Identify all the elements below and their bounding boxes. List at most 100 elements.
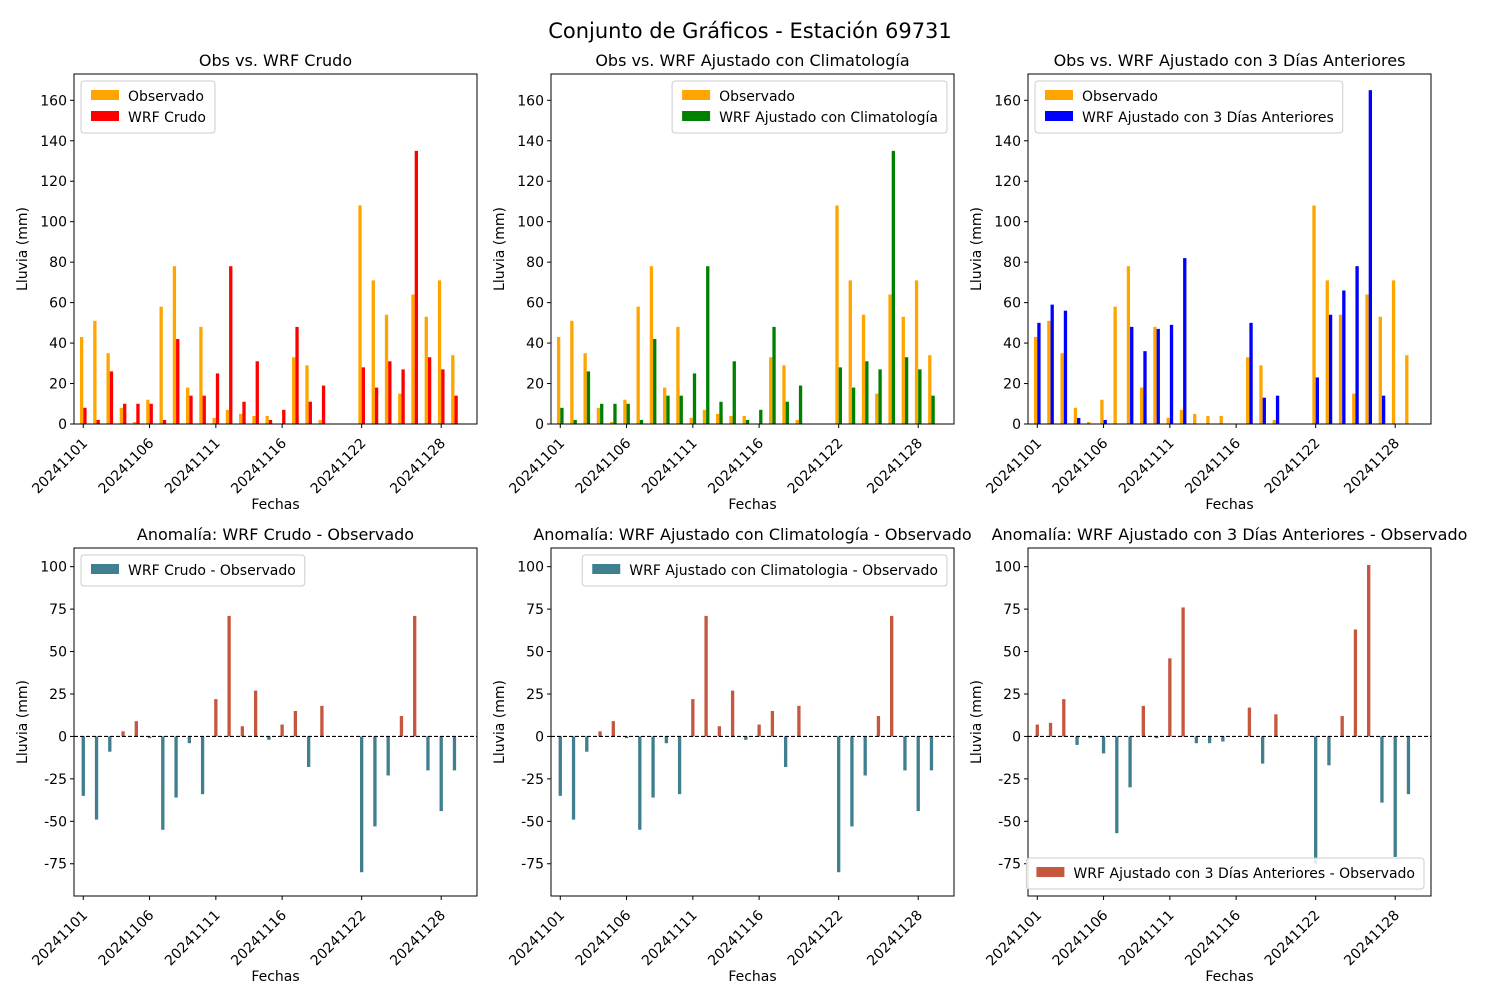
bar-Observado-20241105 xyxy=(1086,421,1091,424)
bar-Observado-20241128 xyxy=(437,280,442,424)
y-tick-label: 40 xyxy=(1003,336,1021,352)
bar-WRF Ajustado con 3 Días Anteriores-20241104 xyxy=(1077,417,1081,424)
bar-Observado-20241111 xyxy=(212,417,216,424)
y-tick-label: 140 xyxy=(40,134,67,150)
bar-WRF Crudo - Observado-20241112 xyxy=(227,615,231,737)
bar-WRF Ajustado con Climatologia - Observado-20241114 xyxy=(730,690,735,737)
y-tick-label: 50 xyxy=(49,645,67,661)
x-tick-label: 20241122 xyxy=(1262,436,1324,498)
bar-WRF Ajustado con Climatología-20241118 xyxy=(785,401,789,424)
bar-WRF Ajustado con 3 Días Anteriores-20241119 xyxy=(1275,395,1280,424)
bar-Observado-20241105 xyxy=(609,421,614,424)
x-tick-label: 20241106 xyxy=(573,435,635,497)
x-tick-label: 20241128 xyxy=(864,908,926,970)
x-axis-label: Fechas xyxy=(251,969,299,985)
y-tick-label: 120 xyxy=(517,174,544,190)
y-tick-label: 80 xyxy=(1003,255,1021,271)
figure-title: Conjunto de Gráficos - Estación 69731 xyxy=(548,19,952,43)
bar-WRF Crudo-20241107 xyxy=(162,419,167,424)
bar-WRF Ajustado con Climatologia - Observado-20241113 xyxy=(717,726,722,737)
x-tick-label: 20241122 xyxy=(785,436,847,498)
y-tick-label: 100 xyxy=(40,560,67,576)
bar-WRF Ajustado con Climatologia - Observado-20241112 xyxy=(704,615,708,737)
bar-WRF Crudo - Observado-20241115 xyxy=(267,736,271,740)
bars xyxy=(81,615,457,873)
bar-WRF Ajustado con Climatología-20241116 xyxy=(759,409,763,424)
bars xyxy=(1035,564,1411,864)
bar-WRF Ajustado con 3 Días Anteriores-20241101 xyxy=(1037,322,1041,424)
y-tick-label: 25 xyxy=(526,687,544,703)
x-tick-label: 20241128 xyxy=(1341,908,1403,970)
bar-WRF Crudo - Observado-20241104 xyxy=(121,731,125,737)
bar-WRF Crudo-20241125 xyxy=(401,369,405,424)
bar-WRF Crudo-20241105 xyxy=(136,403,140,424)
bar-WRF Crudo - Observado-20241125 xyxy=(399,716,404,737)
bar-WRF Ajustado con 3 Días Anteriores-20241126 xyxy=(1368,90,1373,425)
bar-WRF Ajustado con Climatologia - Observado-20241129 xyxy=(929,736,934,771)
y-tick-label: 50 xyxy=(1003,645,1021,661)
bar-Observado-20241124 xyxy=(384,314,389,424)
bar-Observado-20241117 xyxy=(292,357,296,424)
panel-title: Anomalía: WRF Ajustado con 3 Días Anteri… xyxy=(992,525,1468,544)
bar-WRF Ajustado con Climatologia - Observado-20241103 xyxy=(585,736,589,752)
bar-WRF Ajustado con 3 Días Anteriores - Observado-20241108 xyxy=(1128,736,1132,788)
bar-Observado-20241122 xyxy=(835,205,839,424)
bar-WRF Ajustado con 3 Días Anteriores - Observado-20241110 xyxy=(1154,736,1159,739)
bar-Observado-20241104 xyxy=(119,407,124,424)
bar-WRF Ajustado con 3 Días Anteriores - Observado-20241107 xyxy=(1115,736,1119,834)
bar-WRF Ajustado con 3 Días Anteriores - Observado-20241101 xyxy=(1035,724,1039,737)
bar-WRF Ajustado con Climatología-20241125 xyxy=(878,369,882,424)
bar-Observado-20241117 xyxy=(1246,357,1250,424)
legend-swatch xyxy=(1045,90,1073,100)
bar-WRF Ajustado con 3 Días Anteriores - Observado-20241112 xyxy=(1181,607,1185,737)
bar-WRF Ajustado con Climatología-20241102 xyxy=(573,419,577,424)
bar-WRF Crudo - Observado-20241123 xyxy=(373,736,377,827)
bar-Observado-20241102 xyxy=(1047,320,1051,424)
y-tick-label: 140 xyxy=(517,134,544,150)
bars xyxy=(556,150,935,425)
legend-box xyxy=(80,554,306,587)
legend-label: WRF Ajustado con Climatologia - Observad… xyxy=(629,563,938,579)
bar-Observado-20241126 xyxy=(888,294,892,424)
bar-WRF Ajustado con Climatologia - Observado-20241101 xyxy=(558,736,562,796)
legend: Observado WRF Crudo xyxy=(80,80,216,134)
bar-WRF Ajustado con 3 Días Anteriores - Observado-20241118 xyxy=(1260,736,1265,764)
y-tick-label: 140 xyxy=(994,134,1021,150)
y-axis-label: Lluvia (mm) xyxy=(15,207,31,291)
legend: Observado WRF Ajustado con Climatología xyxy=(671,80,948,134)
legend-label: WRF Crudo xyxy=(128,110,206,126)
bar-WRF Ajustado con Climatología-20241107 xyxy=(639,419,644,424)
bar-WRF Crudo-20241112 xyxy=(229,266,233,424)
bar-WRF Ajustado con 3 Días Anteriores-20241118 xyxy=(1262,397,1266,424)
bars xyxy=(1033,90,1409,425)
bar-Observado-20241108 xyxy=(1126,266,1131,424)
bar-WRF Ajustado con 3 Días Anteriores - Observado-20241115 xyxy=(1221,736,1225,742)
bar-Observado-20241122 xyxy=(1312,205,1316,424)
x-tick-label: 20241128 xyxy=(387,436,449,498)
bar-WRF Crudo - Observado-20241118 xyxy=(306,736,311,767)
bar-Observado-20241115 xyxy=(742,415,746,424)
bar-WRF Crudo - Observado-20241107 xyxy=(161,736,165,830)
y-axis-label: Lluvia (mm) xyxy=(492,207,508,291)
x-tick-label: 20241122 xyxy=(1262,908,1324,970)
y-tick-label: 25 xyxy=(1003,687,1021,703)
bar-WRF Crudo - Observado-20241105 xyxy=(134,721,138,737)
bar-WRF Crudo - Observado-20241117 xyxy=(293,710,298,737)
y-tick-label: 80 xyxy=(49,255,67,271)
y-tick-label: 60 xyxy=(1003,296,1021,312)
y-tick-label: 20 xyxy=(526,377,544,393)
x-axis-label: Fechas xyxy=(251,497,299,513)
bar-WRF Crudo - Observado-20241126 xyxy=(413,615,417,737)
y-tick-label: 75 xyxy=(49,602,67,618)
bar-WRF Ajustado con 3 Días Anteriores-20241117 xyxy=(1249,322,1253,424)
bar-WRF Crudo-20241116 xyxy=(282,409,286,424)
x-tick-label: 20241101 xyxy=(983,908,1045,970)
bar-WRF Ajustado con 3 Días Anteriores-20241124 xyxy=(1342,290,1346,424)
bar-Observado-20241109 xyxy=(1140,387,1144,424)
bar-WRF Ajustado con 3 Días Anteriores-20241122 xyxy=(1315,377,1319,424)
bar-WRF Ajustado con Climatología-20241127 xyxy=(904,357,909,424)
bar-WRF Ajustado con Climatología-20241119 xyxy=(798,385,803,424)
bar-WRF Ajustado con Climatologia - Observado-20241124 xyxy=(863,736,867,776)
